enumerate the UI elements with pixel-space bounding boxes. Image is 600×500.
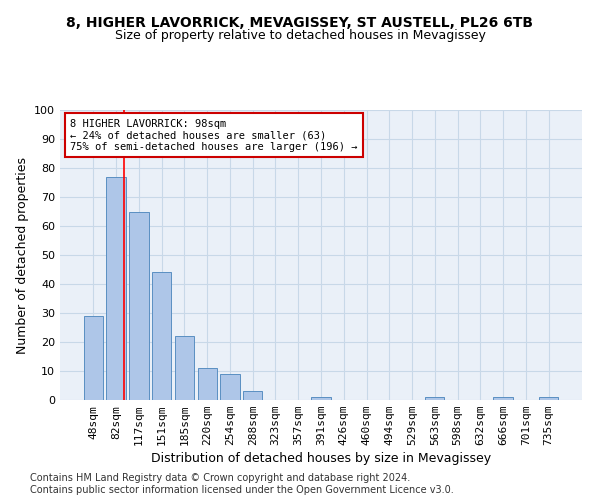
X-axis label: Distribution of detached houses by size in Mevagissey: Distribution of detached houses by size … xyxy=(151,452,491,466)
Bar xyxy=(539,397,558,400)
Text: 8, HIGHER LAVORRICK, MEVAGISSEY, ST AUSTELL, PL26 6TB: 8, HIGHER LAVORRICK, MEVAGISSEY, ST AUST… xyxy=(67,16,533,30)
Bar xyxy=(152,272,172,400)
Bar xyxy=(129,212,149,400)
Y-axis label: Number of detached properties: Number of detached properties xyxy=(16,156,29,354)
Bar xyxy=(197,368,217,400)
Bar xyxy=(493,397,513,400)
Bar xyxy=(243,392,262,400)
Bar xyxy=(175,336,194,400)
Text: Size of property relative to detached houses in Mevagissey: Size of property relative to detached ho… xyxy=(115,29,485,42)
Text: Contains HM Land Registry data © Crown copyright and database right 2024.
Contai: Contains HM Land Registry data © Crown c… xyxy=(30,474,454,495)
Bar xyxy=(311,397,331,400)
Text: 8 HIGHER LAVORRICK: 98sqm
← 24% of detached houses are smaller (63)
75% of semi-: 8 HIGHER LAVORRICK: 98sqm ← 24% of detac… xyxy=(70,118,358,152)
Bar xyxy=(84,316,103,400)
Bar xyxy=(106,176,126,400)
Bar xyxy=(220,374,239,400)
Bar xyxy=(425,397,445,400)
